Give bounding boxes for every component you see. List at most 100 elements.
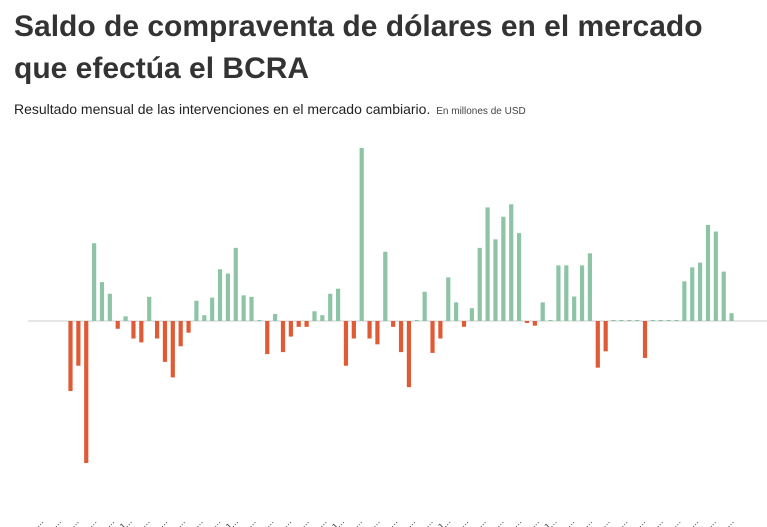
- chart-title: Saldo de compraventa de dólares en el me…: [14, 10, 703, 85]
- x-tick-label-32: ...: [599, 516, 613, 527]
- bar-6: [115, 321, 120, 329]
- x-tick-label-31: ...: [581, 516, 595, 527]
- bar-53: [485, 207, 490, 321]
- x-tick-label-13: ...: [263, 516, 277, 527]
- bar-32: [320, 315, 325, 321]
- bar-82: [713, 231, 718, 321]
- bar-38: [367, 321, 372, 339]
- x-tick-label-23: J...: [436, 516, 453, 527]
- bar-76: [666, 320, 671, 321]
- bar-8: [131, 321, 136, 339]
- bar-45: [422, 291, 427, 321]
- bar-0: [68, 321, 73, 392]
- x-tick-label-1: ...: [50, 516, 64, 527]
- x-tick-label-15: ...: [298, 516, 312, 527]
- bar-16: [194, 300, 199, 321]
- bar-24: [257, 320, 262, 321]
- bar-84: [729, 313, 734, 321]
- bar-65: [579, 265, 585, 321]
- bar-17: [202, 315, 207, 321]
- x-tick-label-30: ...: [563, 516, 577, 527]
- x-tick-label-39: ...: [723, 516, 737, 527]
- x-tick-label-12: ...: [245, 516, 259, 527]
- bar-5: [107, 293, 112, 321]
- bar-70: [619, 320, 624, 321]
- bar-57: [516, 233, 522, 321]
- bar-9: [139, 321, 144, 343]
- bar-40: [383, 251, 388, 321]
- bar-29: [296, 321, 301, 327]
- bar-13: [170, 321, 175, 378]
- x-tick-label-18: ...: [351, 516, 365, 527]
- x-tick-label-24: ...: [457, 516, 471, 527]
- x-tick-label-14: ...: [280, 516, 294, 527]
- bar-11: [154, 321, 160, 339]
- bar-62: [556, 265, 561, 321]
- bar-49: [454, 302, 459, 321]
- bar-51: [469, 308, 474, 321]
- x-tick-label-36: ...: [670, 516, 684, 527]
- x-tick-label-16: ...: [316, 516, 330, 527]
- bar-22: [241, 295, 246, 321]
- bar-80: [698, 262, 703, 321]
- bar-56: [509, 204, 514, 321]
- bar-46: [430, 321, 435, 353]
- bar-39: [375, 321, 380, 345]
- bar-68: [603, 321, 608, 352]
- bar-19: [217, 269, 223, 321]
- bar-69: [611, 320, 616, 321]
- x-tick-label-25: ...: [475, 516, 489, 527]
- x-tick-label-4: ...: [103, 516, 117, 527]
- bar-58: [524, 321, 530, 323]
- bar-15: [186, 321, 191, 333]
- bar-79: [690, 267, 695, 321]
- bar-28: [288, 321, 293, 337]
- bar-60: [540, 302, 545, 321]
- bar-47: [438, 321, 443, 339]
- bar-36: [351, 321, 356, 339]
- bar-7: [123, 316, 128, 321]
- x-tick-label-21: ...: [404, 516, 418, 527]
- bar-83: [721, 271, 726, 321]
- x-tick-label-33: ...: [617, 516, 631, 527]
- x-tick-label-10: ...: [209, 516, 223, 527]
- x-tick-label-20: ...: [386, 516, 400, 527]
- bar-31: [312, 311, 317, 321]
- x-tick-label-7: ...: [156, 516, 170, 527]
- x-tick-label-5: J...: [117, 516, 134, 527]
- x-tick-label-3: ...: [86, 516, 100, 527]
- x-tick-label-34: ...: [634, 516, 648, 527]
- bar-2: [84, 321, 89, 463]
- bar-4: [99, 282, 105, 321]
- bar-26: [273, 314, 278, 321]
- bar-75: [658, 320, 663, 321]
- bar-52: [477, 247, 482, 321]
- bar-78: [682, 281, 687, 321]
- x-tick-label-28: ...: [528, 516, 542, 527]
- bar-50: [461, 321, 467, 327]
- bar-20: [225, 273, 230, 321]
- bar-30: [304, 321, 309, 327]
- x-tick-label-9: ...: [192, 516, 206, 527]
- x-tick-label-22: ...: [422, 516, 436, 527]
- bar-35: [343, 321, 349, 366]
- x-tick-label-0: ...: [32, 516, 46, 527]
- bar-59: [532, 321, 537, 326]
- x-tick-label-8: ...: [174, 516, 188, 527]
- bar-43: [406, 321, 412, 388]
- bar-67: [595, 321, 600, 368]
- chart-subtitle: Resultado mensual de las intervenciones …: [14, 101, 526, 117]
- bar-72: [635, 320, 640, 321]
- bar-55: [501, 216, 506, 321]
- bar-74: [650, 320, 655, 321]
- bar-41: [391, 321, 396, 327]
- bar-48: [446, 277, 451, 321]
- bar-12: [162, 321, 168, 362]
- bar-71: [627, 320, 632, 321]
- bar-61: [548, 320, 553, 321]
- bar-42: [398, 321, 404, 353]
- bar-81: [705, 224, 711, 321]
- bar-27: [280, 321, 286, 353]
- x-tick-label-2: ...: [68, 516, 82, 527]
